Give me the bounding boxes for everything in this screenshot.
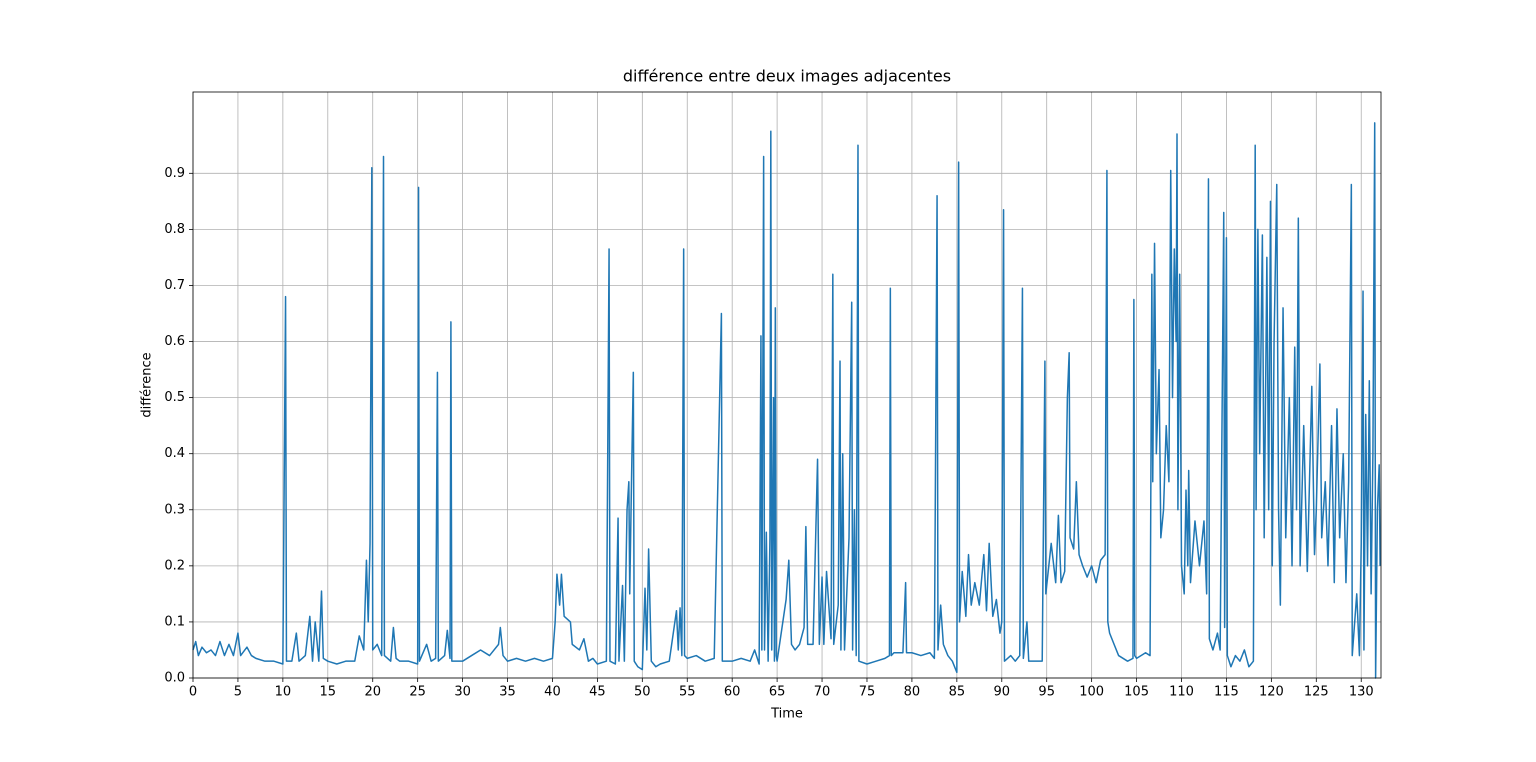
x-tick-label: 60 [724, 685, 741, 700]
x-tick-label: 130 [1349, 685, 1374, 700]
x-tick-label: 95 [1038, 685, 1055, 700]
x-tick-label: 105 [1124, 685, 1149, 700]
x-tick-label: 50 [634, 685, 651, 700]
x-tick-label: 10 [275, 685, 292, 700]
y-tick-label: 0.6 [164, 334, 185, 349]
x-tick-label: 25 [409, 685, 426, 700]
y-tick-label: 0.0 [164, 671, 185, 686]
x-tick-label: 65 [769, 685, 786, 700]
x-tick-label: 20 [364, 685, 381, 700]
x-tick-label: 85 [949, 685, 966, 700]
x-tick-label: 35 [499, 685, 516, 700]
y-tick-label: 0.1 [164, 614, 185, 629]
x-tick-label: 90 [994, 685, 1011, 700]
x-tick-label: 70 [814, 685, 831, 700]
plot-frame [192, 91, 1382, 679]
y-tick-label: 0.5 [164, 390, 185, 405]
x-tick-label: 125 [1304, 685, 1329, 700]
x-tick-label: 40 [544, 685, 561, 700]
x-tick-label: 15 [320, 685, 337, 700]
y-tick-label: 0.2 [164, 558, 185, 573]
y-tick-label: 0.8 [164, 222, 185, 237]
x-axis-label: Time [770, 707, 803, 722]
x-tick-label: 75 [859, 685, 876, 700]
x-tick-label: 55 [679, 685, 696, 700]
x-tick-label: 30 [454, 685, 471, 700]
x-tick-label: 110 [1169, 685, 1194, 700]
y-tick-label: 0.3 [164, 502, 185, 517]
y-tick-label: 0.9 [164, 166, 185, 181]
x-tick-label: 100 [1079, 685, 1104, 700]
x-tick-label: 5 [234, 685, 242, 700]
y-axis-label: différence [140, 352, 155, 417]
y-tick-label: 0.4 [164, 446, 185, 461]
x-tick-label: 0 [189, 685, 197, 700]
chart-title: différence entre deux images adjacentes [623, 67, 951, 86]
x-tick-label: 45 [589, 685, 606, 700]
x-tick-label: 120 [1259, 685, 1284, 700]
x-tick-label: 80 [904, 685, 921, 700]
x-tick-label: 115 [1214, 685, 1239, 700]
y-tick-label: 0.7 [164, 278, 185, 293]
data-line [192, 122, 1381, 679]
